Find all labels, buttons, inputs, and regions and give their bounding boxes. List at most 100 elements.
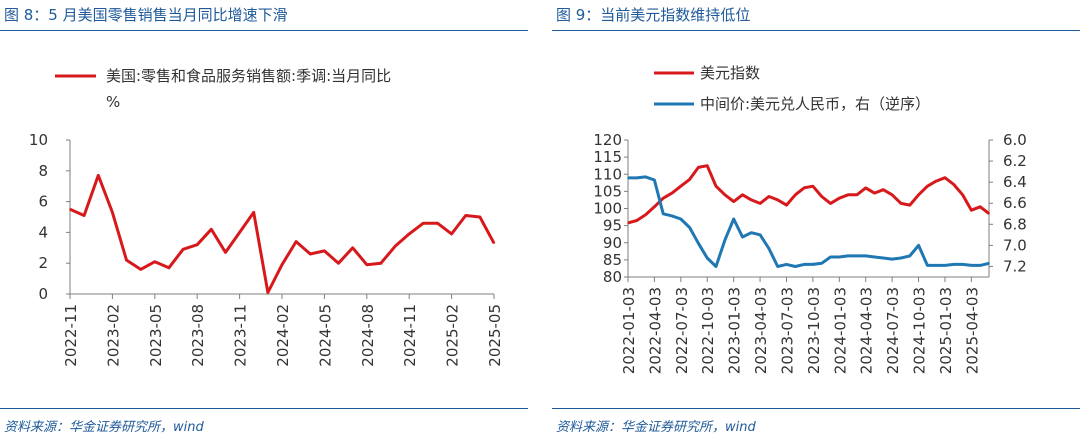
- x-tick-label: 2023-07-03: [778, 287, 796, 374]
- x-tick-label: 2024-05: [316, 304, 334, 367]
- data-point: [715, 185, 717, 188]
- source-note: 资料来源：华金证券研究所，wind: [4, 420, 204, 435]
- x-tick-label: 2024-01-03: [831, 287, 849, 374]
- data-point: [309, 253, 312, 255]
- retail-sales-series-line: [69, 173, 496, 294]
- data-point: [935, 180, 937, 182]
- data-point: [224, 251, 227, 254]
- data-point: [979, 205, 981, 208]
- data-point: [267, 291, 269, 294]
- data-point: [917, 244, 920, 247]
- data-point: [724, 239, 726, 241]
- y2-tick-label: 6.0: [1003, 131, 1027, 149]
- data-point: [653, 179, 656, 181]
- data-point: [644, 176, 647, 178]
- data-point: [706, 164, 709, 167]
- data-point: [776, 265, 779, 268]
- data-point: [970, 264, 973, 267]
- x-tick-label: 2023-08: [189, 304, 207, 367]
- x-tick-label: 2024-02: [274, 304, 292, 367]
- data-point: [351, 247, 354, 249]
- data-point: [337, 262, 340, 265]
- x-tick-label: 2023-04-03: [752, 287, 770, 374]
- data-point: [627, 222, 629, 224]
- data-point: [944, 264, 946, 267]
- data-point: [820, 262, 823, 265]
- x-tick-label: 2024-04-03: [858, 287, 876, 374]
- data-point: [803, 263, 805, 266]
- data-point: [882, 188, 885, 191]
- data-point: [408, 233, 411, 235]
- y2-tick-label: 7.0: [1003, 236, 1027, 254]
- data-point: [732, 218, 735, 220]
- data-point: [952, 183, 955, 186]
- data-point: [926, 264, 929, 267]
- x-tick-label: 2022-11: [62, 304, 80, 367]
- y-tick-label: 10: [29, 131, 48, 149]
- y-tick-label: 90: [603, 234, 622, 252]
- data-point: [961, 263, 964, 266]
- data-point: [873, 256, 876, 258]
- data-point: [252, 211, 255, 214]
- data-point: [97, 174, 100, 177]
- y-tick-label: 120: [593, 131, 622, 149]
- data-point: [154, 260, 156, 263]
- data-point: [680, 185, 682, 188]
- y-tick-label: 100: [593, 200, 622, 218]
- x-tick-label: 2024-11: [401, 304, 419, 367]
- data-point: [366, 263, 368, 266]
- data-point: [812, 185, 814, 188]
- data-point: [891, 258, 893, 260]
- y-tick-label: 115: [593, 148, 622, 166]
- data-point: [688, 226, 691, 229]
- y-tick-label: 105: [593, 182, 622, 200]
- dollar-index-series-line: [627, 164, 990, 225]
- x-tick-label: 2024-07-03: [884, 287, 902, 374]
- data-point: [768, 195, 770, 198]
- data-point: [196, 243, 198, 246]
- title-rule: [0, 30, 528, 31]
- y-tick-label: 80: [603, 268, 622, 286]
- usdcny-series-line: [628, 175, 990, 268]
- source-rule: [552, 408, 1080, 409]
- data-point: [323, 250, 326, 252]
- y-tick-label: 6: [38, 193, 48, 211]
- title-rule: [552, 30, 1080, 31]
- x-tick-label: 2025-04-03: [963, 287, 981, 374]
- legend-unit: %: [106, 93, 120, 111]
- data-point: [900, 257, 902, 259]
- data-point: [182, 248, 184, 251]
- y2-tick-label: 7.2: [1003, 257, 1027, 275]
- data-point: [464, 214, 467, 217]
- x-tick-label: 2025-02: [444, 304, 462, 367]
- y2-tick-label: 6.8: [1003, 215, 1027, 233]
- data-point: [838, 256, 841, 258]
- x-tick-label: 2024-10-03: [911, 287, 929, 374]
- data-point: [917, 194, 920, 196]
- x-tick-label: 2023-05: [147, 304, 165, 367]
- legend-label: 美元指数: [700, 64, 760, 82]
- data-point: [644, 213, 647, 216]
- data-point: [281, 263, 283, 266]
- data-point: [732, 200, 735, 203]
- data-point: [988, 262, 990, 265]
- x-tick-label: 2022-07-03: [673, 287, 691, 374]
- data-point: [724, 194, 726, 196]
- data-point: [856, 255, 858, 257]
- data-point: [706, 257, 709, 259]
- source-rule: [0, 408, 528, 409]
- data-point: [741, 194, 744, 196]
- data-point: [935, 264, 937, 267]
- y-tick-label: 95: [603, 217, 622, 235]
- data-point: [961, 194, 964, 196]
- data-point: [829, 202, 832, 205]
- x-tick-label: 2023-01-03: [726, 287, 744, 374]
- y-tick-label: 85: [603, 251, 622, 269]
- data-point: [69, 208, 71, 211]
- data-point: [785, 204, 788, 206]
- data-point: [908, 204, 911, 206]
- data-point: [139, 268, 142, 271]
- data-point: [697, 166, 700, 169]
- data-point: [741, 236, 744, 238]
- y2-tick-label: 6.2: [1003, 152, 1027, 170]
